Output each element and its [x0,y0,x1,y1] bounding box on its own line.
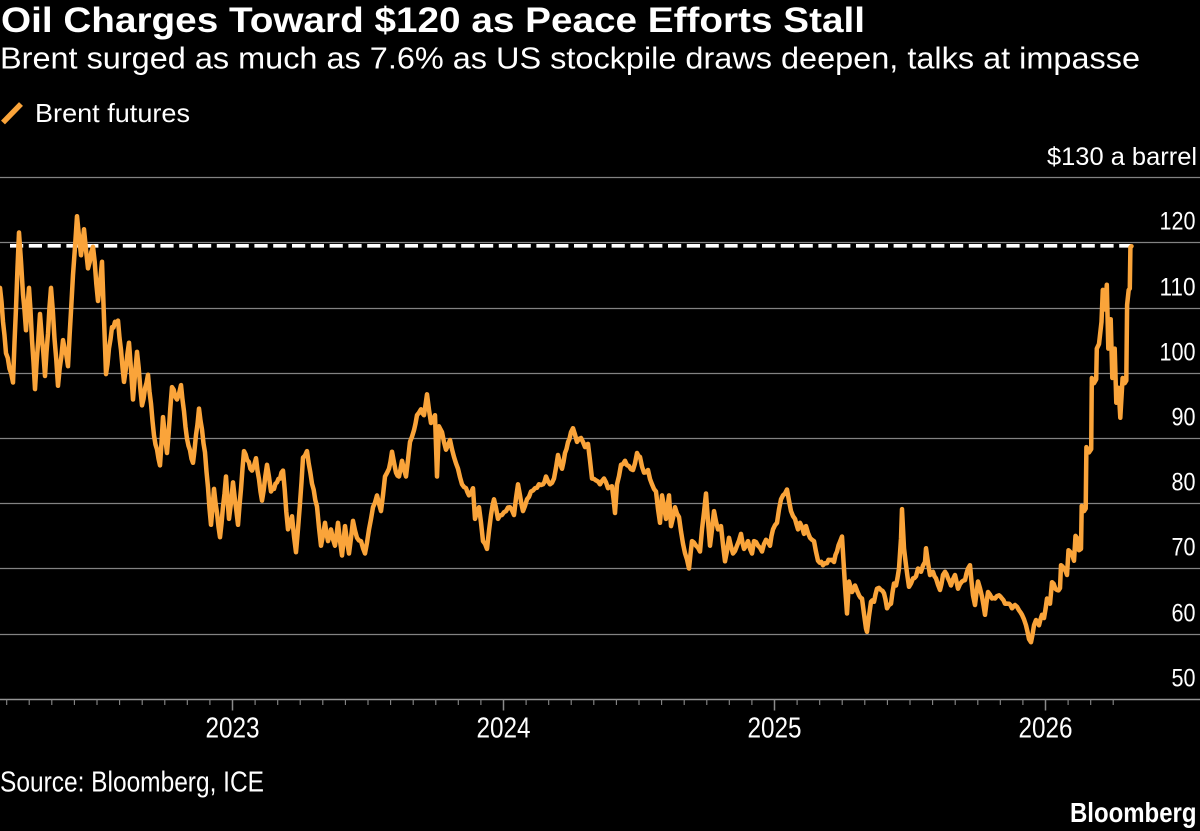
svg-text:110: 110 [1160,274,1196,302]
svg-text:2023: 2023 [206,713,260,745]
svg-text:80: 80 [1172,469,1196,497]
svg-text:100: 100 [1160,339,1196,367]
svg-text:$130 a barrel: $130 a barrel [1047,143,1197,171]
svg-text:70: 70 [1172,534,1196,562]
svg-text:Brent futures: Brent futures [35,98,190,128]
svg-text:2024: 2024 [477,713,531,745]
svg-text:50: 50 [1172,665,1196,693]
svg-text:Source: Bloomberg, ICE: Source: Bloomberg, ICE [0,767,264,799]
svg-text:90: 90 [1172,404,1196,432]
svg-text:2025: 2025 [748,713,802,745]
svg-text:Brent surged as much as 7.6% a: Brent surged as much as 7.6% as US stock… [0,41,1140,76]
svg-text:Oil Charges Toward $120 as Pea: Oil Charges Toward $120 as Peace Efforts… [1,1,865,40]
svg-text:120: 120 [1160,208,1196,236]
svg-text:2026: 2026 [1019,713,1073,745]
svg-text:Bloomberg: Bloomberg [1070,797,1197,828]
svg-text:60: 60 [1172,600,1196,628]
